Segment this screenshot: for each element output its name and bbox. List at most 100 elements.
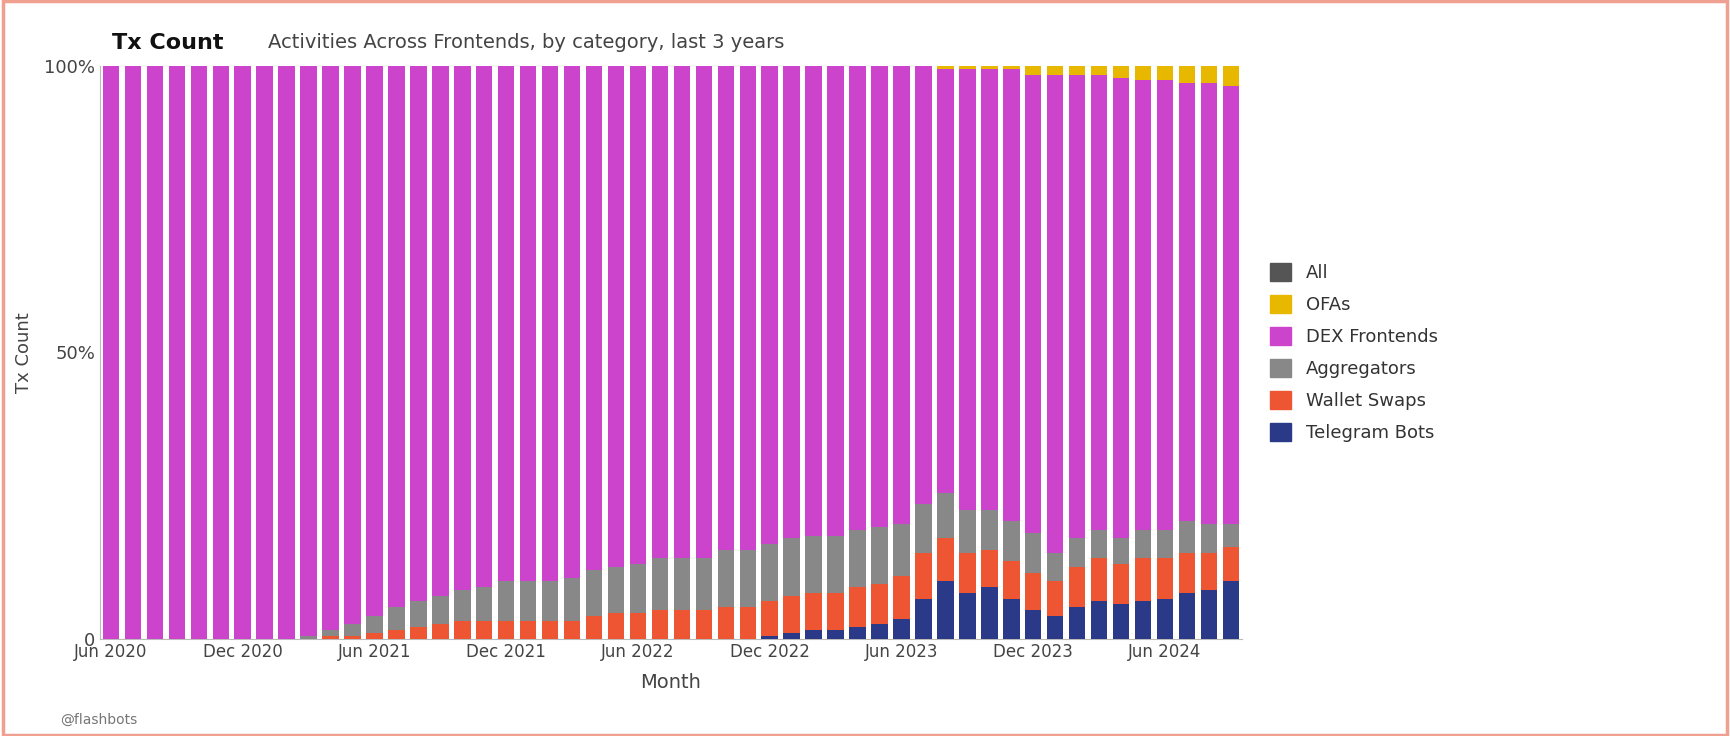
Bar (564, 621, 580, 639)
Bar (498, 66, 514, 581)
Bar (564, 66, 580, 578)
Bar (1024, 610, 1041, 639)
Bar (1201, 83, 1218, 524)
Bar (849, 66, 865, 530)
Bar (938, 492, 953, 539)
Bar (695, 559, 713, 610)
Bar (1024, 75, 1041, 533)
Bar (784, 539, 799, 595)
Bar (718, 550, 734, 607)
Bar (739, 607, 756, 639)
Bar (1112, 604, 1130, 639)
Bar (981, 66, 998, 69)
Bar (630, 66, 647, 565)
Bar (1003, 562, 1019, 598)
Bar (1092, 559, 1107, 601)
Bar (367, 633, 382, 639)
Bar (1223, 581, 1239, 639)
Bar (981, 550, 998, 587)
Bar (915, 66, 932, 504)
Bar (1069, 607, 1085, 639)
Bar (607, 613, 625, 639)
Bar (893, 576, 910, 618)
Bar (256, 66, 273, 639)
Bar (279, 66, 294, 639)
Bar (1047, 616, 1064, 639)
Bar (453, 66, 471, 590)
Bar (432, 595, 448, 624)
Bar (893, 524, 910, 576)
Bar (630, 613, 647, 639)
Bar (607, 567, 625, 613)
Bar (453, 590, 471, 621)
Text: @flashbots: @flashbots (61, 713, 138, 727)
Bar (938, 581, 953, 639)
Bar (1223, 86, 1239, 524)
Bar (806, 66, 822, 536)
Bar (827, 592, 844, 630)
Bar (1178, 66, 1195, 83)
Bar (849, 530, 865, 587)
Bar (761, 636, 779, 639)
Bar (1157, 530, 1173, 559)
Bar (652, 559, 668, 610)
Bar (630, 565, 647, 613)
Bar (388, 66, 405, 607)
Bar (541, 66, 559, 581)
Y-axis label: Tx Count: Tx Count (16, 312, 33, 393)
Bar (322, 66, 339, 630)
Bar (849, 627, 865, 639)
Bar (453, 621, 471, 639)
Bar (981, 69, 998, 510)
Bar (541, 581, 559, 621)
Bar (102, 66, 119, 639)
Bar (872, 527, 887, 584)
Bar (367, 66, 382, 616)
Bar (498, 621, 514, 639)
Bar (958, 592, 976, 639)
Bar (1135, 66, 1150, 80)
Bar (673, 559, 690, 610)
Bar (981, 510, 998, 550)
Bar (1135, 80, 1150, 530)
Bar (958, 553, 976, 592)
Bar (718, 607, 734, 639)
Bar (739, 66, 756, 550)
Bar (1157, 80, 1173, 530)
Bar (827, 630, 844, 639)
Bar (1003, 69, 1019, 521)
Bar (1047, 553, 1064, 581)
Bar (1092, 601, 1107, 639)
Bar (893, 66, 910, 524)
Bar (1092, 75, 1107, 530)
Bar (1178, 521, 1195, 553)
Bar (958, 66, 976, 69)
Bar (367, 616, 382, 633)
X-axis label: Month: Month (640, 673, 701, 692)
Bar (1157, 66, 1173, 80)
Bar (344, 636, 362, 639)
Bar (695, 66, 713, 559)
Bar (301, 636, 317, 639)
Bar (564, 578, 580, 621)
Bar (938, 539, 953, 581)
Bar (1112, 66, 1130, 77)
Bar (521, 66, 536, 581)
Bar (695, 610, 713, 639)
Bar (1178, 592, 1195, 639)
Bar (1112, 77, 1130, 539)
Bar (1047, 75, 1064, 553)
Bar (652, 66, 668, 559)
Bar (652, 610, 668, 639)
Bar (1201, 524, 1218, 553)
Bar (607, 66, 625, 567)
Bar (1024, 533, 1041, 573)
Bar (1135, 530, 1150, 559)
Bar (521, 581, 536, 621)
Bar (190, 66, 208, 639)
Bar (1003, 66, 1019, 69)
Bar (1157, 559, 1173, 598)
Bar (761, 601, 779, 636)
Bar (498, 581, 514, 621)
Bar (410, 627, 427, 639)
